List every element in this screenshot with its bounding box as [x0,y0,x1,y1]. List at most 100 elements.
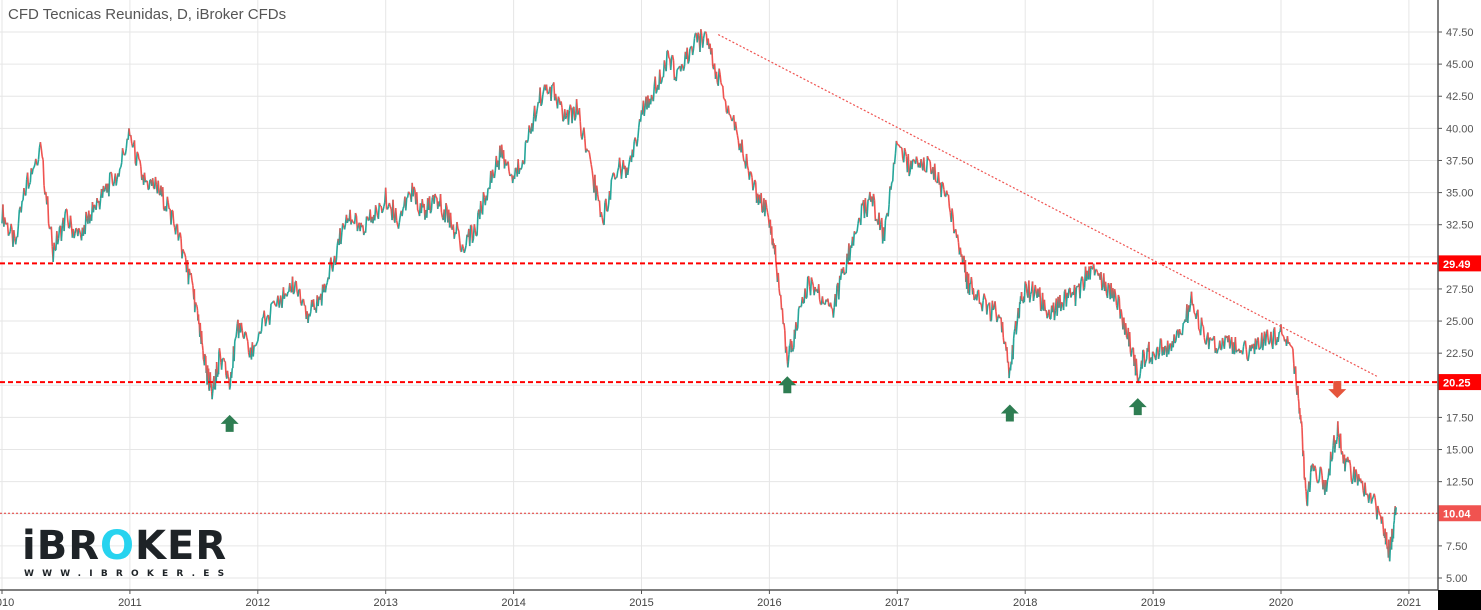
price-candle [922,157,926,172]
price-candle [605,198,608,212]
price-candle [46,196,50,224]
price-candle [943,189,946,197]
price-candle [569,104,572,109]
price-candle [655,90,658,94]
price-candle [1277,332,1280,342]
price-candle [704,31,708,34]
price-axis-label: 15.00 [1446,445,1474,457]
price-candle [351,219,354,223]
price-candle [587,150,591,154]
price-candle [430,197,434,211]
price-candle [121,148,125,154]
price-candle [35,158,38,165]
price-candle [23,187,26,195]
price-candle [1032,294,1036,302]
price-candle [1223,335,1227,349]
logo-wordmark: iBROKER [22,523,228,569]
time-axis-label: 2018 [1013,597,1037,609]
price-candle [636,138,639,147]
price-candle [3,217,7,225]
price-candle [220,358,224,370]
time-axis-label: 2010 [0,597,14,609]
price-candle [890,182,893,190]
price-candle [405,197,408,211]
price-candle [977,289,981,304]
price-candle [144,180,147,183]
price-candle [564,115,568,120]
price-candle [219,353,222,363]
price-candle [675,69,678,82]
price-candle [243,331,246,339]
time-axis-label: 2011 [118,597,142,609]
price-candle [677,66,680,70]
price-candle [856,223,859,232]
price-candle [749,170,752,173]
price-axis-label: 22.50 [1446,348,1474,360]
price-candle [397,222,401,229]
price-candle [745,153,749,166]
price-candle [259,331,263,335]
price-candle [940,182,943,198]
price-candle [875,218,878,221]
price-candle [1281,333,1284,336]
price-candle [75,227,78,230]
price-candle [838,275,841,300]
price-candle [1028,294,1032,303]
price-candle [720,82,723,86]
price-candle [535,107,539,115]
price-candle [110,171,113,174]
price-candle [821,296,825,304]
price-candle [900,146,903,149]
price-candle [302,299,306,306]
price-candle [468,225,472,247]
price-candle [1211,337,1215,341]
price-candle [809,277,813,296]
price-candle [286,291,289,297]
price-candle [1025,283,1028,294]
price-candle [620,168,624,179]
price-candle [1120,309,1123,318]
price-candle [610,176,614,181]
price-candle [590,164,593,171]
price-candle [952,216,955,234]
price-candle [891,180,894,183]
price-candle [873,200,877,221]
price-candle [444,203,447,223]
price-candle [911,159,914,170]
price-candle [1351,477,1354,485]
price-candle [118,168,121,177]
price-candle [901,147,904,159]
price-candle [665,50,668,72]
price-candle [798,305,802,308]
price-candle [1016,318,1019,327]
price-candle [1153,353,1156,358]
price-candle [616,170,619,178]
price-candle [627,166,630,175]
price-candle [1116,294,1120,310]
price-candle [1318,466,1322,479]
price-candle [588,152,592,160]
price-candle [927,158,930,161]
price-candle [364,216,368,233]
price-candle [691,48,695,56]
price-candle [567,110,571,125]
price-candle [119,166,122,170]
price-candle [17,209,21,224]
price-candle [457,231,461,241]
price-candle [1167,344,1171,355]
price-candle [182,249,185,253]
price-candle [1337,433,1340,438]
price-candle [1164,345,1167,348]
price-candle [64,209,67,214]
price-candle [230,368,234,378]
price-candle [736,134,740,141]
price-candle [33,164,36,168]
price-candle [531,116,535,132]
price-candle [715,71,719,83]
price-candle [729,114,732,119]
price-candle [66,209,69,221]
time-axis-label: 2016 [757,597,781,609]
price-candle [792,347,795,350]
price-candle [1029,291,1033,295]
